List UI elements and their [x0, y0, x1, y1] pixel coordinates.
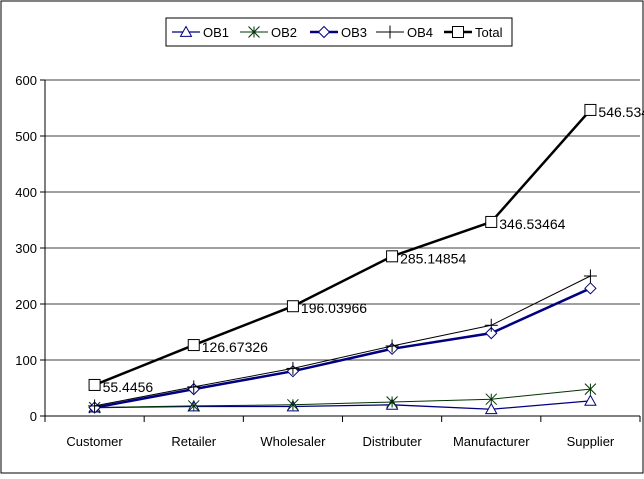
- y-tick-label: 200: [15, 297, 37, 312]
- data-label: 546.53466: [598, 104, 644, 120]
- legend-label: OB4: [407, 25, 433, 40]
- x-tick-label: Customer: [66, 434, 123, 449]
- legend-marker: [179, 25, 193, 37]
- y-tick-label: 400: [15, 185, 37, 200]
- point-total: [187, 339, 200, 352]
- series-ob2: [88, 383, 597, 414]
- point-ob2: [287, 398, 299, 411]
- point-total: [386, 250, 399, 263]
- point-ob1: [484, 402, 498, 415]
- point-ob4: [286, 361, 300, 375]
- series-line-total: [94, 109, 592, 387]
- point-total: [584, 103, 597, 116]
- x-tick-label: Manufacturer: [453, 434, 530, 449]
- legend-item-ob4: OB4: [376, 25, 433, 40]
- point-total: [485, 215, 498, 228]
- series-line-ob2: [94, 388, 591, 409]
- series-line-ob3: [94, 287, 591, 409]
- point-ob1: [584, 394, 597, 406]
- point-ob4: [385, 339, 399, 353]
- axes: 0 100 200 300 400 500 600 Customer Retailer Whole…: [15, 73, 641, 449]
- legend-item-ob1: OB1: [172, 25, 229, 40]
- x-tick-label: Distributer: [362, 434, 422, 449]
- legend-item-ob3: OB3: [310, 25, 367, 40]
- point-ob3: [485, 326, 498, 340]
- legend-label: OB3: [341, 25, 367, 40]
- legend: OB1 OB2 OB3 OB4 Total: [165, 17, 513, 47]
- point-ob4: [187, 380, 201, 394]
- data-label: 55.4456: [103, 379, 154, 395]
- legend-marker: [452, 26, 464, 38]
- data-label: 126.67326: [202, 339, 268, 355]
- legend-marker: [248, 26, 260, 38]
- data-label: 285.14854: [400, 250, 466, 266]
- point-ob4: [88, 399, 102, 413]
- legend-item-total: Total: [444, 25, 503, 40]
- series-total: [88, 103, 597, 391]
- legend-item-ob2: OB2: [240, 25, 297, 40]
- legend-marker: [383, 25, 397, 39]
- point-ob2: [485, 393, 498, 406]
- y-tick-label: 100: [15, 353, 37, 368]
- point-ob3: [584, 282, 597, 295]
- point-total: [88, 378, 101, 391]
- y-tick-label: 500: [15, 129, 37, 144]
- x-tick-label: Supplier: [567, 434, 615, 449]
- y-tick-label: 300: [15, 241, 37, 256]
- point-ob4: [583, 269, 597, 283]
- legend-label: OB1: [203, 25, 229, 40]
- y-tick-label: 600: [15, 73, 37, 88]
- point-ob4: [484, 318, 498, 332]
- series-line-ob4: [94, 275, 591, 407]
- x-tick-label: Retailer: [171, 434, 216, 449]
- legend-marker: [317, 25, 331, 39]
- data-label: 196.03966: [301, 300, 367, 316]
- point-ob2: [386, 396, 398, 408]
- series-ob4: [88, 269, 597, 413]
- point-ob2: [584, 383, 597, 395]
- point-total: [286, 300, 299, 313]
- series: [88, 103, 597, 415]
- y-tick-label: 0: [30, 409, 37, 424]
- legend-label: OB2: [271, 25, 297, 40]
- point-ob2: [187, 400, 200, 412]
- x-tick-label: Wholesaler: [260, 434, 326, 449]
- data-labels: 55.4456 126.67326 196.03966 285.14854 346.53…: [103, 104, 644, 395]
- legend-label: Total: [475, 25, 503, 40]
- data-label: 346.53464: [499, 216, 565, 232]
- grid: [45, 79, 640, 361]
